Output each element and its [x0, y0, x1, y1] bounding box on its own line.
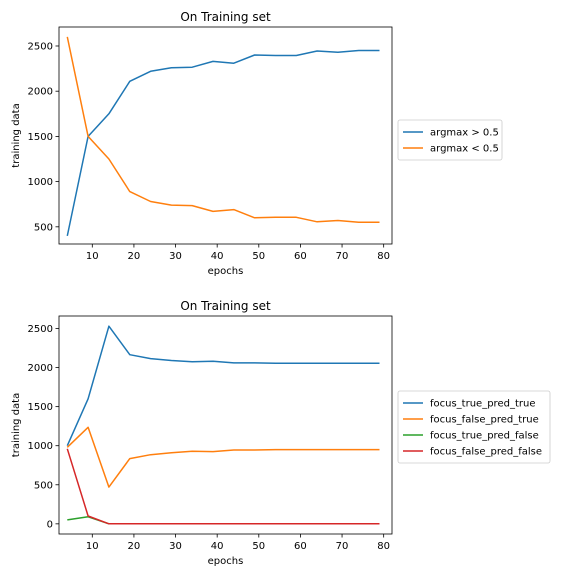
chart-title: On Training set — [180, 10, 271, 24]
x-tick-label: 70 — [336, 251, 349, 262]
x-tick-label: 60 — [294, 251, 307, 262]
x-axis-label: epochs — [208, 556, 244, 567]
x-tick-label: 20 — [128, 541, 141, 552]
series-line-focus-false-pred-false — [66, 448, 380, 525]
x-tick-label: 70 — [336, 541, 349, 552]
y-tick-label: 1000 — [28, 177, 53, 188]
plot-frame — [58, 315, 393, 535]
x-tick-label: 50 — [252, 541, 265, 552]
y-tick-label: 2000 — [28, 363, 53, 374]
y-axis-label: training data — [11, 103, 22, 167]
x-tick-label: 40 — [211, 541, 224, 552]
legend-label: focus_true_pred_true — [430, 399, 535, 410]
x-tick-label: 50 — [252, 251, 265, 262]
x-tick-label: 40 — [211, 251, 224, 262]
y-axis-label: training data — [11, 393, 22, 457]
x-tick-label: 20 — [128, 251, 141, 262]
x-tick-label: 10 — [86, 541, 99, 552]
legend-label: focus_false_pred_false — [430, 447, 542, 458]
x-axis-label: epochs — [208, 266, 244, 277]
y-tick-label: 500 — [34, 222, 53, 233]
legend: focus_true_pred_true focus_false_pred_tru… — [397, 390, 551, 464]
y-tick-label: 0 — [47, 519, 53, 530]
y-tick-label: 2500 — [28, 41, 53, 52]
plot-frame — [58, 26, 393, 245]
series-line-focus-false-pred-true — [66, 426, 380, 488]
legend-box — [397, 390, 551, 464]
x-tick-label: 30 — [169, 251, 182, 262]
y-tick-label: 2000 — [28, 87, 53, 98]
x-tick-label: 80 — [377, 251, 390, 262]
legend-label: focus_false_pred_true — [430, 415, 539, 426]
chart-title: On Training set — [180, 299, 271, 313]
legend-label: focus_true_pred_false — [430, 431, 539, 442]
y-tick-label: 500 — [34, 480, 53, 491]
x-tick-label: 10 — [86, 251, 99, 262]
y-tick-label: 1500 — [28, 132, 53, 143]
x-tick-label: 60 — [294, 541, 307, 552]
series-line-argmax-0-5 — [66, 49, 380, 237]
y-tick-label: 1000 — [28, 441, 53, 452]
x-tick-label: 30 — [169, 541, 182, 552]
series-line-focus-true-pred-false — [67, 516, 380, 525]
chart-bottom: On Training set 10 20 30 40 50 60 70 80 0 500 1000 1… — [11, 299, 551, 567]
legend-label: argmax > 0.5 — [430, 128, 499, 139]
series-line-argmax-0-5 — [66, 36, 380, 224]
legend-label: argmax < 0.5 — [430, 144, 499, 155]
x-tick-label: 80 — [377, 541, 390, 552]
legend: argmax > 0.5 argmax < 0.5 — [397, 119, 503, 161]
y-tick-label: 1500 — [28, 402, 53, 413]
series-line-focus-true-pred-true — [66, 325, 380, 447]
chart-top: On Training set 10 20 30 40 50 60 70 80 500 1000 15… — [11, 10, 503, 277]
y-tick-label: 2500 — [28, 324, 53, 335]
legend-box — [397, 119, 503, 161]
